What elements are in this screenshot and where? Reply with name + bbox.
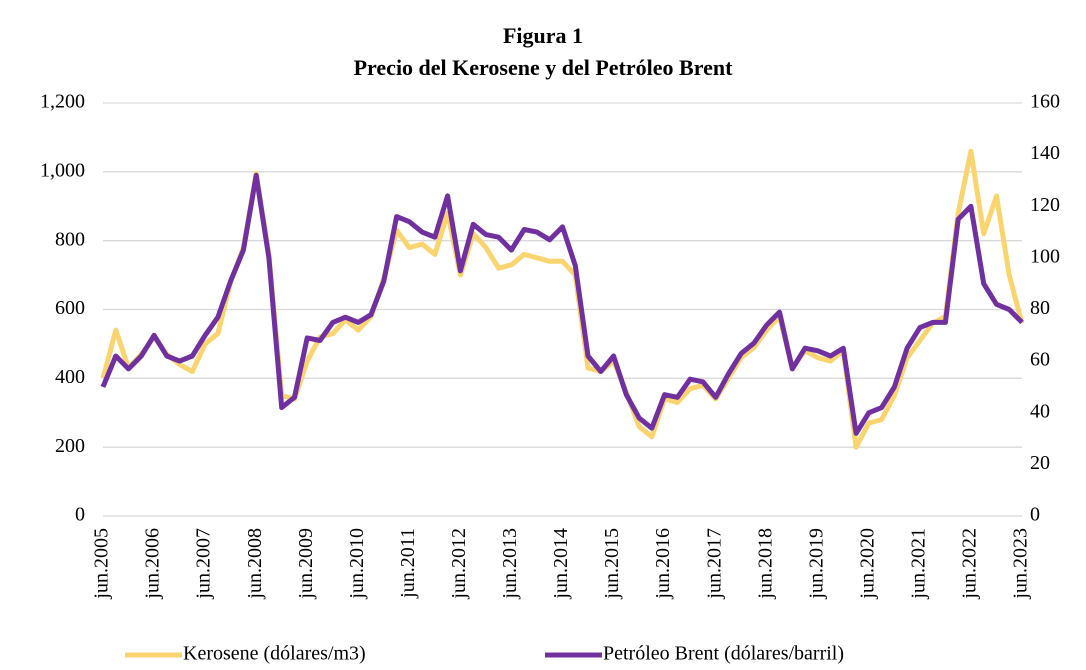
y2-tick-label: 120 — [1030, 194, 1060, 216]
x-tick-label: jun.2013 — [499, 528, 521, 600]
chart-subtitle: Precio del Kerosene y del Petróleo Brent — [354, 55, 733, 80]
x-tick-label: jun.2021 — [907, 528, 929, 600]
chart-title: Figura 1 — [503, 23, 583, 48]
x-tick-label: jun.2010 — [346, 528, 368, 600]
legend-label: Petróleo Brent (dólares/barril) — [603, 643, 844, 665]
y-tick-label: 200 — [55, 435, 85, 457]
x-tick-label: jun.2023 — [1010, 528, 1032, 600]
x-tick-label: jun.2012 — [448, 528, 470, 600]
y2-tick-label: 100 — [1030, 245, 1060, 267]
x-tick-label: jun.2007 — [193, 528, 215, 600]
y2-tick-label: 40 — [1030, 400, 1050, 422]
x-tick-label: jun.2022 — [959, 528, 981, 600]
x-tick-label: jun.2019 — [805, 528, 827, 600]
x-tick-label: jun.2011 — [397, 528, 419, 599]
y2-tick-label: 140 — [1030, 142, 1060, 164]
y-tick-label: 1,000 — [40, 159, 85, 181]
x-tick-label: jun.2008 — [244, 528, 266, 600]
y-tick-label: 600 — [55, 297, 85, 319]
y2-tick-label: 20 — [1030, 452, 1050, 474]
y-tick-label: 800 — [55, 228, 85, 250]
y2-tick-label: 80 — [1030, 297, 1050, 319]
x-tick-label: jun.2014 — [550, 528, 572, 600]
x-tick-label: jun.2005 — [91, 528, 113, 600]
x-tick-label: jun.2017 — [703, 528, 725, 600]
y-tick-label: 1,200 — [40, 91, 85, 113]
y2-tick-label: 160 — [1030, 91, 1060, 113]
x-tick-label: jun.2015 — [601, 528, 623, 600]
x-tick-label: jun.2006 — [142, 528, 164, 600]
legend-label: Kerosene (dólares/m3) — [183, 643, 366, 665]
y2-tick-label: 0 — [1030, 504, 1040, 526]
series-line — [100, 172, 1024, 436]
y-tick-label: 400 — [55, 366, 85, 388]
x-tick-label: jun.2018 — [754, 528, 776, 600]
x-tick-label: jun.2016 — [652, 528, 674, 600]
y-tick-label: 0 — [75, 504, 85, 526]
x-tick-label: jun.2020 — [856, 528, 878, 600]
x-tick-label: jun.2009 — [295, 528, 317, 600]
y2-tick-label: 60 — [1030, 349, 1050, 371]
